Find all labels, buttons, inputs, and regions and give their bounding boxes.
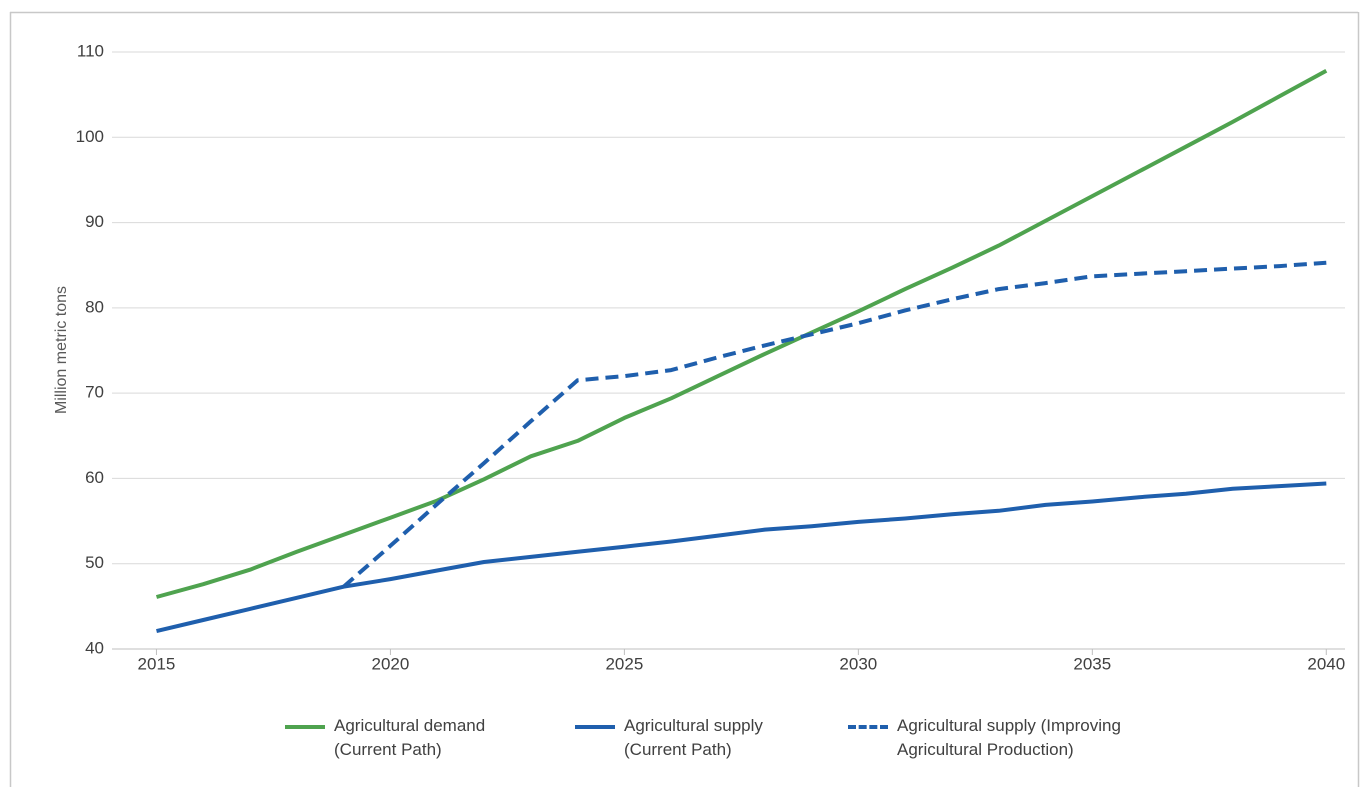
legend-swatch: [285, 725, 325, 729]
legend-label: Agricultural demand (Current Path): [334, 716, 486, 759]
x-tick-label: 2040: [1307, 654, 1345, 673]
x-tick-label: 2015: [138, 654, 176, 673]
y-axis-label: Million metric tons: [53, 286, 70, 414]
y-tick-label: 40: [85, 638, 104, 657]
y-tick-label: 80: [85, 297, 104, 316]
x-tick-label: 2025: [605, 654, 643, 673]
series-line: [342, 260, 1327, 589]
y-tick-label: 110: [77, 41, 104, 60]
legend-swatch: [575, 725, 615, 729]
y-tick-label: 100: [76, 127, 104, 146]
legend-item: Agricultural supply (Current Path): [575, 714, 814, 762]
y-tick-label: 60: [85, 468, 104, 487]
y-tick-label: 90: [85, 212, 104, 231]
series-line: [155, 69, 1328, 599]
legend-label: Agricultural supply (Improving Agricultu…: [897, 716, 1121, 759]
series-line: [156, 481, 1327, 634]
legend-label: Agricultural supply (Current Path): [624, 716, 763, 759]
x-tick-label: 2035: [1073, 654, 1111, 673]
legend-item: Agricultural supply (Improving Agricultu…: [848, 714, 1197, 762]
legend: Agricultural demand (Current Path) Agricu…: [0, 714, 1362, 774]
legend-swatch: [848, 725, 888, 729]
y-tick-label: 70: [85, 383, 104, 402]
x-tick-label: 2020: [372, 654, 410, 673]
y-tick-label: 50: [85, 553, 104, 572]
x-tick-label: 2030: [839, 654, 877, 673]
legend-item: Agricultural demand (Current Path): [285, 714, 534, 762]
